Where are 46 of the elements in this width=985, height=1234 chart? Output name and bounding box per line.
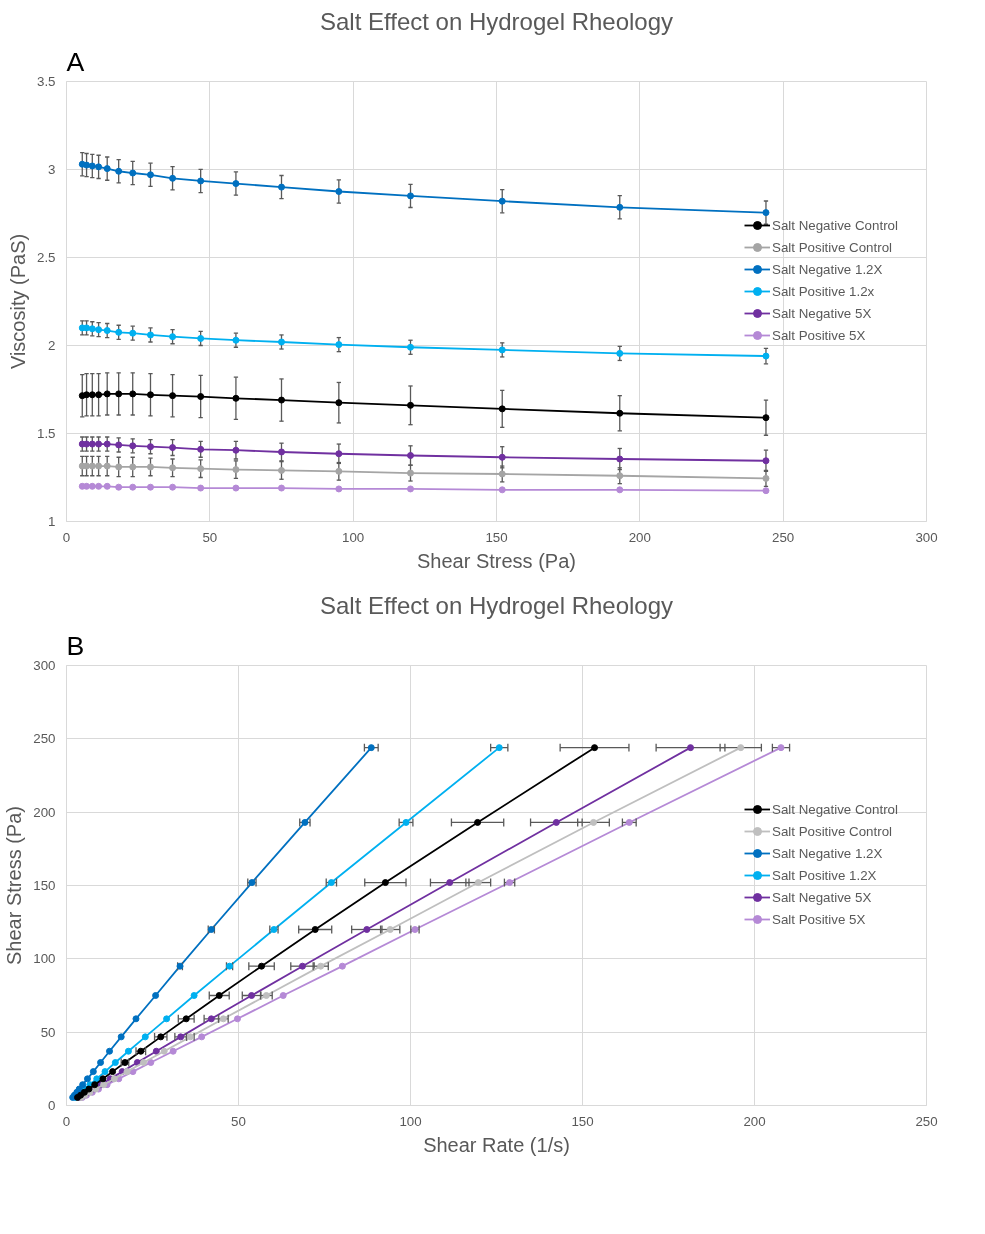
x-tick-label: 50 <box>231 1113 246 1129</box>
y-axis-title: Viscosity (PaS) <box>6 233 29 370</box>
legend-label: Salt Positive 1.2X <box>772 867 877 883</box>
legend-label: Salt Negative 1.2X <box>772 261 883 277</box>
y-tick-label: 1.5 <box>36 426 56 441</box>
y-tick-label: 150 <box>33 878 56 893</box>
x-tick-label: 50 <box>202 529 218 545</box>
text: A <box>66 46 85 77</box>
y-tick-label: 2 <box>48 338 56 353</box>
x-axis-title: Shear Rate (1/s) <box>423 1133 570 1156</box>
y-tick-label: 3.5 <box>36 74 56 89</box>
x-tick-label: 200 <box>628 529 651 545</box>
legend-label: Salt Positive 1.2x <box>772 283 875 299</box>
y-tick-label: 50 <box>40 1024 56 1040</box>
x-tick-label: 250 <box>915 1113 938 1129</box>
y-tick-label: 2.5 <box>36 250 56 265</box>
x-tick-label: 150 <box>485 529 508 545</box>
y-tick-label: 0 <box>48 1098 56 1113</box>
legend-label: Salt Negative 5X <box>772 305 872 321</box>
y-tick-label: 300 <box>33 658 56 673</box>
x-tick-label: 150 <box>571 1113 594 1129</box>
legend-label: Salt Negative Control <box>772 801 898 817</box>
chart-title: Salt Effect on Hydrogel Rheology <box>319 7 674 35</box>
text: B <box>66 630 85 661</box>
x-axis-title: Shear Stress (Pa) <box>417 549 576 572</box>
x-tick-label: 0 <box>62 1113 71 1129</box>
y-tick-label: 250 <box>33 731 56 747</box>
y-tick-label: 100 <box>33 951 56 967</box>
y-tick-label: 200 <box>33 804 56 820</box>
x-tick-label: 0 <box>62 529 71 545</box>
legend-label: Salt Positive Control <box>772 823 893 839</box>
legend-label: Salt Negative 1.2X <box>772 845 883 861</box>
x-tick-label: 100 <box>342 529 365 545</box>
y-tick-label: 1 <box>48 514 56 529</box>
x-tick-label: 100 <box>399 1113 422 1129</box>
x-tick-label: 200 <box>743 1113 766 1129</box>
legend-label: Salt Positive Control <box>772 239 893 255</box>
legend-label: Salt Positive 5X <box>772 327 866 343</box>
x-tick-label: 250 <box>772 529 795 545</box>
legend-label: Salt Negative Control <box>772 217 898 233</box>
x-tick-label: 300 <box>915 529 938 545</box>
y-axis-title: Shear Stress (Pa) <box>3 806 26 965</box>
legend-label: Salt Positive 5X <box>772 911 866 927</box>
legend-label: Salt Negative 5X <box>772 889 872 905</box>
y-tick-label: 3 <box>48 162 56 177</box>
chart-title: Salt Effect on Hydrogel Rheology <box>319 591 674 619</box>
